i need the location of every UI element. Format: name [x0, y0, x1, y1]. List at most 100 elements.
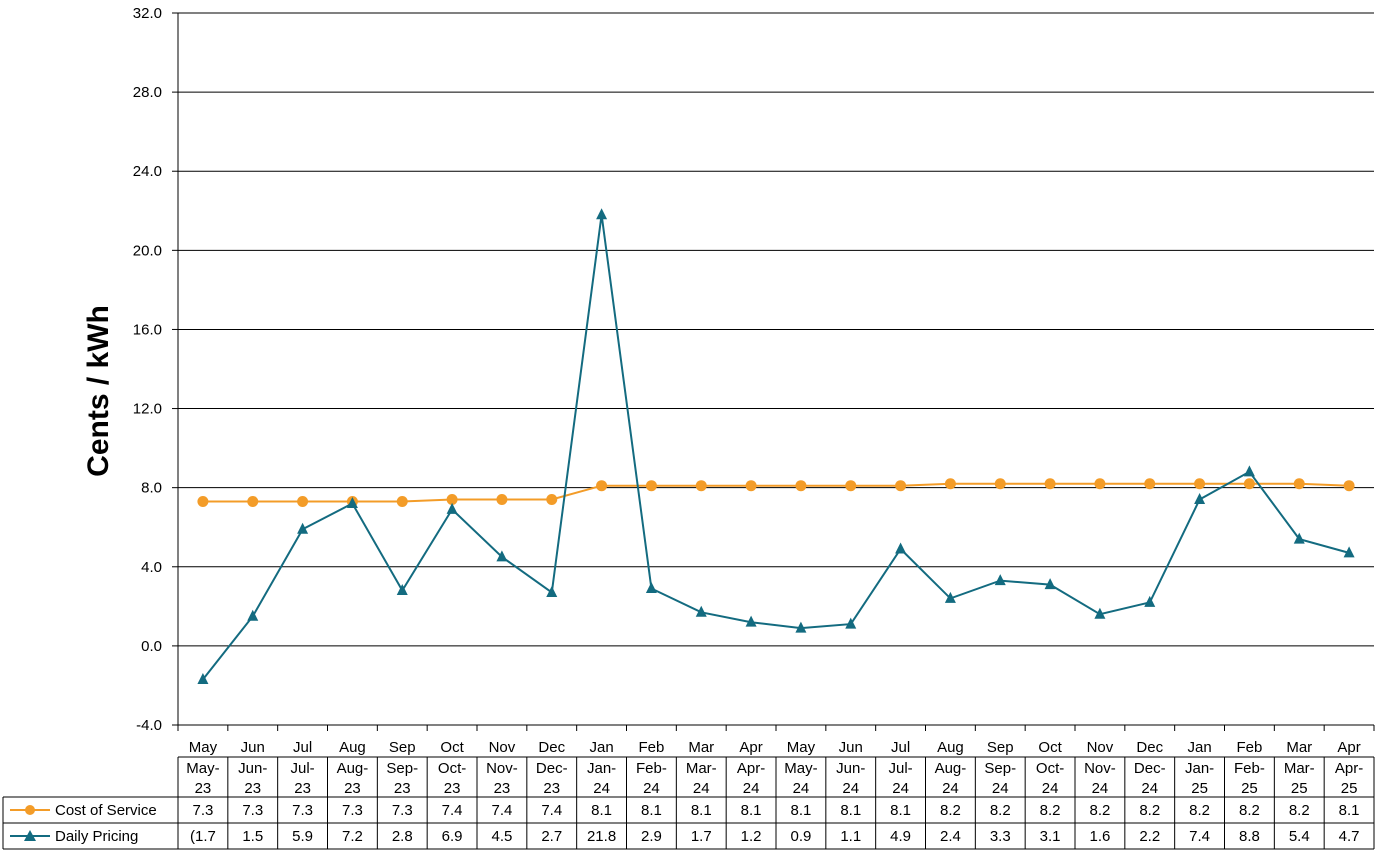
x-tick-label: Feb [638, 739, 664, 756]
table-cell: 8.2 [1289, 802, 1310, 819]
table-cell: 7.2 [342, 828, 363, 845]
x-tick-label: Feb [1236, 739, 1262, 756]
table-cell: 2.7 [541, 828, 562, 845]
x-tick-label: Apr [739, 739, 762, 756]
table-cell: 21.8 [587, 828, 616, 845]
period-label-month: Apr- [1335, 760, 1363, 777]
data-point-circle [496, 494, 508, 506]
data-point-triangle [197, 673, 209, 685]
period-label-year: 24 [892, 780, 909, 797]
table-cell: 8.1 [840, 802, 861, 819]
y-tick-label: 24.0 [133, 163, 162, 180]
data-point-triangle [994, 574, 1006, 586]
period-label-year: 23 [344, 780, 361, 797]
period-label-month: Mar- [1284, 760, 1315, 777]
data-point-triangle [346, 496, 358, 508]
data-point-circle [1194, 478, 1206, 490]
data-point-circle [695, 480, 707, 492]
table-cell: 8.1 [890, 802, 911, 819]
legend-key-circle-marker [25, 805, 35, 815]
y-tick-label: 12.0 [133, 401, 162, 418]
data-point-circle [645, 480, 657, 492]
x-tick-label: May [189, 739, 218, 756]
data-point-triangle [895, 542, 907, 554]
period-label-month: Feb- [1234, 760, 1265, 777]
x-tick-label: Sep [389, 739, 416, 756]
data-point-circle [944, 478, 956, 490]
table-cell: 2.8 [392, 828, 413, 845]
x-tick-label: Aug [339, 739, 366, 756]
data-point-triangle [645, 582, 657, 594]
data-point-circle [396, 496, 408, 508]
y-tick-label: 4.0 [141, 559, 162, 576]
table-cell: 7.4 [491, 802, 512, 819]
data-point-circle [845, 480, 857, 492]
data-point-triangle [695, 605, 707, 617]
x-tick-label: Aug [937, 739, 964, 756]
table-cell: 7.3 [292, 802, 313, 819]
data-point-circle [1094, 478, 1106, 490]
y-tick-label: 32.0 [133, 5, 162, 22]
period-label-year: 23 [195, 780, 212, 797]
table-cell: 7.3 [242, 802, 263, 819]
data-point-circle [1293, 478, 1305, 490]
data-point-triangle [297, 522, 309, 534]
period-label-year: 24 [643, 780, 660, 797]
period-label-month: Nov- [1084, 760, 1116, 777]
x-tick-label: Jun [241, 739, 265, 756]
table-cell: 2.2 [1139, 828, 1160, 845]
period-label-month: May- [186, 760, 219, 777]
data-point-triangle [596, 208, 608, 220]
period-label-month: Nov- [486, 760, 518, 777]
table-cell: 1.1 [840, 828, 861, 845]
period-label-year: 23 [294, 780, 311, 797]
series-line-0 [202, 482, 1350, 503]
series-lines [197, 208, 1355, 685]
period-label-year: 24 [1042, 780, 1059, 797]
x-tick-label: May [787, 739, 816, 756]
table-cell: 3.1 [1040, 828, 1061, 845]
x-tick-label: Mar [688, 739, 714, 756]
x-axis: May Jun Jul Aug Sep Oct Nov Dec Jan Feb Mar Apr May J… [177, 13, 1375, 756]
table-cell: 5.4 [1289, 828, 1310, 845]
table-cell: 1.5 [242, 828, 263, 845]
x-tick-label: Jan [589, 739, 613, 756]
table-cell: 8.1 [790, 802, 811, 819]
table-cell: 4.7 [1339, 828, 1360, 845]
period-label-month: Sep- [386, 760, 418, 777]
table-cell: 7.3 [392, 802, 413, 819]
table-cell: 7.3 [342, 802, 363, 819]
series-line-1 [202, 214, 1350, 681]
data-point-triangle [1243, 465, 1255, 477]
period-label-year: 25 [1191, 780, 1208, 797]
x-tick-label: Nov [489, 739, 516, 756]
data-point-triangle [845, 617, 857, 629]
table-cell: 8.1 [591, 802, 612, 819]
data-point-triangle [944, 591, 956, 603]
x-tick-label: Jun [839, 739, 863, 756]
period-label-year: 23 [543, 780, 560, 797]
table-cell: 8.2 [1239, 802, 1260, 819]
period-label-month: May- [784, 760, 817, 777]
data-point-triangle [745, 615, 757, 627]
y-tick-label: -4.0 [136, 717, 162, 734]
period-label-year: 25 [1341, 780, 1358, 797]
period-label-month: Mar- [686, 760, 717, 777]
table-cell: 0.9 [790, 828, 811, 845]
period-label-year: 24 [1092, 780, 1109, 797]
x-tick-label: Jul [891, 739, 910, 756]
period-label-month: Oct- [438, 760, 466, 777]
table-cell: 8.2 [940, 802, 961, 819]
period-label-month: Feb- [636, 760, 667, 777]
gridlines [178, 12, 1374, 726]
data-point-circle [994, 478, 1006, 490]
table-cell: 8.1 [1339, 802, 1360, 819]
period-label-month: Sep- [984, 760, 1016, 777]
period-label-month: Dec- [1134, 760, 1166, 777]
x-tick-label: Jan [1187, 739, 1211, 756]
period-label-month: Jun- [238, 760, 267, 777]
table-cell: 5.9 [292, 828, 313, 845]
period-label-month: Oct- [1036, 760, 1064, 777]
y-axis-label: Cents / kWh [82, 305, 115, 477]
